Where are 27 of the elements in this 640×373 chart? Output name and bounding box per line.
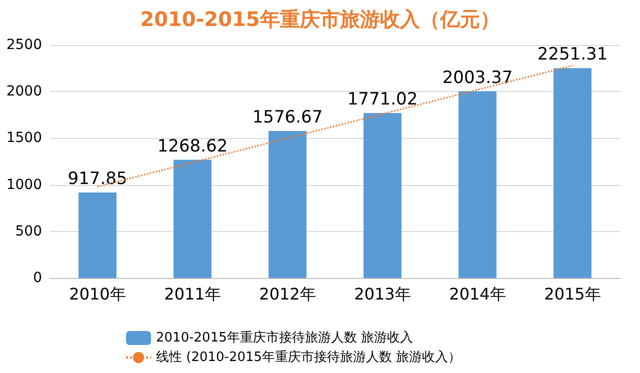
y-tick-label: 1000 — [6, 176, 42, 193]
x-tick-label: 2013年 — [354, 284, 411, 304]
y-tick-label: 0 — [33, 270, 42, 286]
x-tick-label: 2012年 — [259, 284, 316, 304]
x-tick-label: 2015年 — [544, 284, 601, 304]
y-tick-label: 1500 — [6, 130, 42, 146]
data-label: 1268.62 — [157, 136, 228, 156]
bar — [458, 91, 496, 278]
data-label: 2251.31 — [537, 44, 608, 65]
x-tick-label: 2011年 — [164, 284, 221, 304]
data-label: 2003.37 — [442, 68, 513, 88]
bar — [78, 192, 116, 278]
data-label: 917.85 — [68, 168, 128, 189]
legend-label: 线性 (2010-2015年重庆市接待旅游人数 旅游收入） — [156, 350, 462, 365]
bar — [554, 68, 592, 278]
x-tick-label: 2014年 — [449, 284, 506, 304]
data-label: 1576.67 — [252, 108, 323, 128]
y-tick-label: 500 — [15, 223, 42, 240]
bar — [268, 131, 306, 278]
y-tick-label: 2500 — [6, 37, 42, 53]
y-tick-label: 2000 — [6, 84, 42, 100]
bar — [174, 160, 212, 278]
data-label: 1771.02 — [347, 89, 418, 110]
bar — [364, 112, 402, 278]
chart-title: 2010-2015年重庆市旅游收入（亿元） — [140, 7, 500, 31]
legend-label: 2010-2015年重庆市接待旅游人数 旅游收入 — [156, 330, 413, 346]
x-tick-label: 2010年 — [69, 284, 126, 304]
